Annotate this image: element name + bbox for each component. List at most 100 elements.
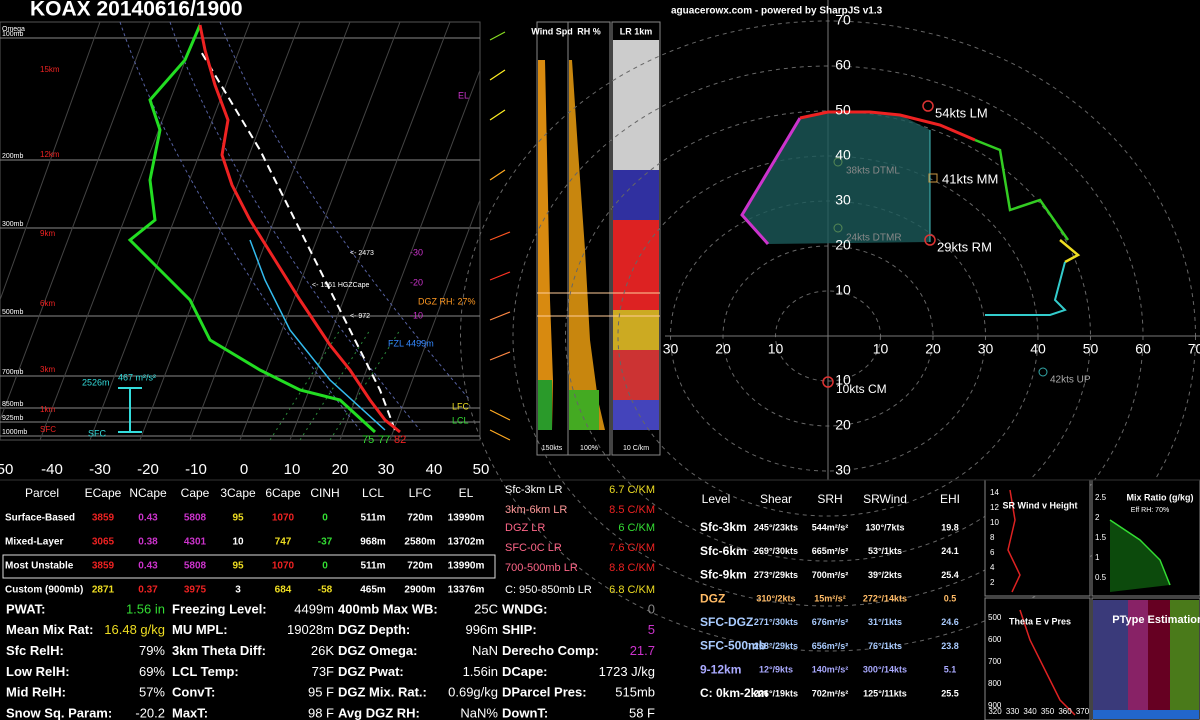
mix-y-label: 0.5 (1095, 573, 1107, 582)
dewpoint-trace (127, 24, 377, 434)
sr-y-label: 6 (990, 548, 995, 557)
kin-cell: 676m²/s² (812, 617, 849, 627)
lapse-value: 6.7 C/KM (609, 484, 655, 496)
thermo-label: Low RelH: (6, 664, 70, 679)
panel-scale: 100% (580, 445, 598, 452)
theta-y-label: 700 (988, 657, 1002, 666)
thermo-value: 0.69g/kg (448, 685, 498, 700)
storm-label: 10kts CM (836, 382, 887, 396)
parcel-cell: 0.43 (138, 561, 158, 572)
sr-y-label: 10 (990, 518, 999, 527)
theta-x-label: 340 (1023, 707, 1037, 716)
parcel-cell: 0 (322, 561, 328, 572)
thermo-label: LCL Temp: (172, 664, 239, 679)
parcel-cell: 1070 (272, 561, 295, 572)
parcel-cell: 968m (360, 537, 386, 548)
ptype-ground (1093, 710, 1199, 719)
kin-cell: 140m²/s² (812, 665, 849, 675)
temp-label: 50 (0, 461, 13, 478)
thermo-label: 3km Theta Diff: (172, 643, 266, 658)
thermo-label: Derecho Comp: (502, 643, 599, 658)
kin-cell: 24.1 (941, 546, 959, 556)
panel-scale: 150kts (542, 445, 563, 452)
kin-header: Shear (760, 492, 792, 506)
temp-label: 20 (332, 461, 349, 478)
skewt-annotation: LFC (452, 401, 470, 411)
hodo-upper (985, 261, 1067, 316)
thermo-label: DGZ Omega: (338, 643, 417, 658)
skewt-annotation: SFC (88, 428, 107, 438)
parcel-cell: -58 (318, 585, 333, 596)
kin-cell: 39°/2kts (868, 570, 902, 580)
skewt-annotation: -20 (410, 277, 423, 287)
thermo-value: NaN% (460, 705, 498, 720)
sr-y-label: 14 (990, 488, 999, 497)
theta-x-label: 370 (1076, 707, 1090, 716)
pressure-label: 700mb (2, 369, 24, 376)
hodo-y-label: 10 (835, 372, 851, 388)
thermo-label: Freezing Level: (172, 601, 267, 616)
parcel-cell: 511m (360, 561, 385, 572)
wetbulb-trace (249, 239, 386, 431)
thermo-label: MaxT: (172, 705, 208, 720)
pressure-label: 500mb (2, 309, 24, 316)
wind-speed-fill (538, 60, 553, 430)
most-unstable-box (2, 554, 496, 579)
theta-x-label: 360 (1058, 707, 1072, 716)
parcel-cell: 0.43 (138, 513, 158, 524)
parcel-cell: Surface-Based (5, 513, 75, 524)
marker-up (1038, 367, 1048, 377)
thermo-label: DCape: (502, 664, 548, 679)
parcel-cell: 2900m (404, 585, 435, 596)
hodo-3-6km (799, 110, 976, 142)
storm-label: 54kts LM (935, 105, 988, 120)
skewt-annotation: 2526m (82, 377, 110, 387)
skewt-annotation: 467 m²/s² (118, 372, 156, 382)
kin-cell: 665m²/s² (812, 546, 849, 556)
lapse-label: Sfc-3km LR (505, 484, 563, 496)
hodo-x-label: 20 (715, 341, 731, 357)
thermo-label: WNDG: (502, 601, 548, 616)
hodo-y-label: 70 (835, 12, 851, 28)
thermo-label: Snow Sq. Param: (6, 705, 112, 720)
mix-y-label: 2 (1095, 513, 1100, 522)
kin-header: EHI (940, 492, 960, 506)
omega-label: Omega (2, 26, 25, 33)
parcel-cell: 3859 (92, 513, 115, 524)
rh-fill (569, 60, 605, 430)
storm-label: 29kts RM (937, 239, 992, 254)
parcel-cell: 0.38 (138, 537, 158, 548)
panel-title: PType Estimation (1112, 614, 1200, 626)
kin-cell: 76°/1kts (868, 641, 902, 651)
kin-cell: 702m²/s² (812, 688, 849, 698)
thermo-value: 25C (474, 601, 498, 616)
sr-wind-panel (984, 479, 1091, 597)
thermo-value: 996m (465, 622, 498, 637)
kin-cell: 5.1 (944, 665, 957, 675)
lapse-label: C: 950-850mb LR (505, 584, 592, 596)
thermo-value: 0 (648, 601, 655, 616)
parcel-cell: 4301 (184, 537, 207, 548)
parcel-cell: 5808 (184, 513, 207, 524)
kin-cell: 19.8 (941, 522, 959, 532)
kin-cell: Sfc-6km (700, 544, 747, 558)
storm-label: 38kts DTML (846, 166, 900, 177)
kin-cell: 15m²/s² (814, 593, 846, 603)
thermo-value: 19028m (287, 622, 334, 637)
parcel-cell: 13702m (448, 537, 485, 548)
kin-cell: 300°/14kts (863, 665, 907, 675)
parcel-header: ECape (85, 486, 122, 500)
lapse-label: SFC-0C LR (505, 542, 562, 554)
theta-x-label: 330 (1006, 707, 1020, 716)
marker-dtml (833, 157, 843, 167)
kin-cell: 24.6 (941, 617, 959, 627)
thermo-label: DGZ Mix. Rat.: (338, 685, 427, 700)
thermo-value: 98 F (308, 705, 334, 720)
thermo-label: MU MPL: (172, 622, 228, 637)
thermo-label: 400mb Max WB: (338, 601, 438, 616)
kin-header: Level (702, 492, 731, 506)
ptype-band-2 (1128, 600, 1148, 710)
parcel-cell: 2871 (92, 585, 115, 596)
panel-title: Theta E v Pres (1009, 616, 1071, 626)
